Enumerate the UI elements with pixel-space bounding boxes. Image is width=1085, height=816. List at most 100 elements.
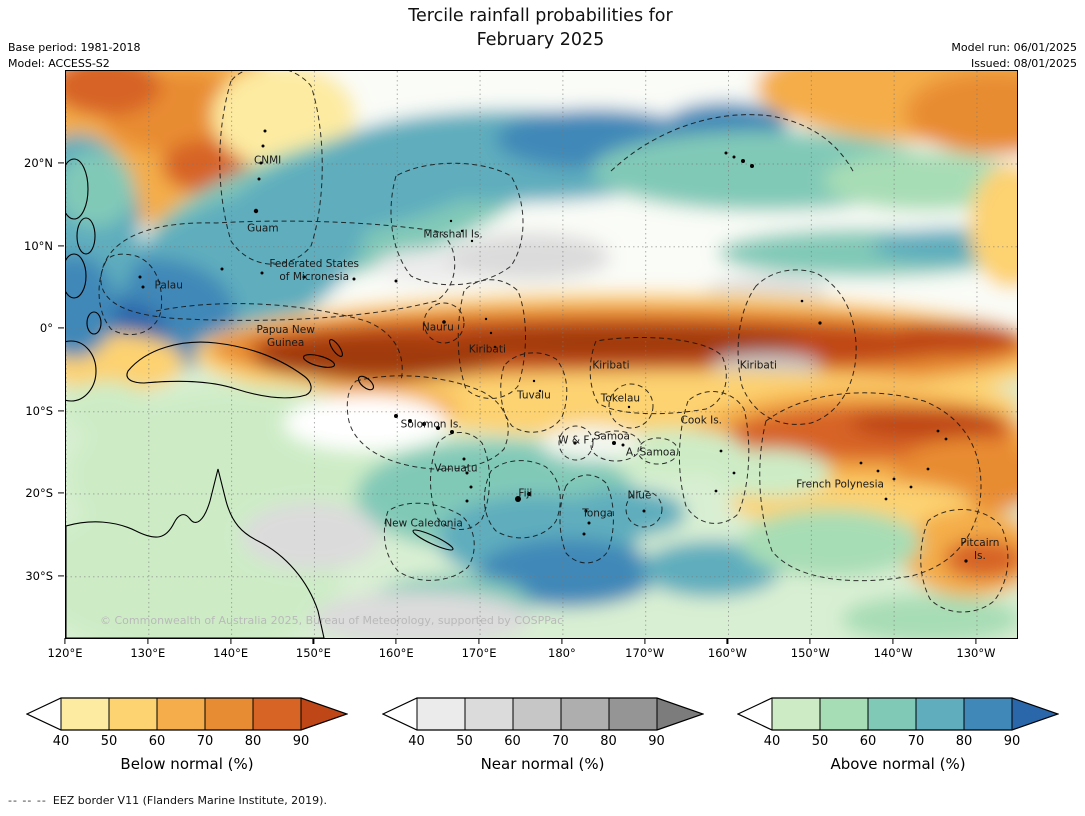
y-axis-label: 10°N — [24, 238, 53, 253]
map-place-label: Kiribati — [739, 359, 777, 372]
legend-colorbar-near — [381, 697, 704, 731]
eez-footnote: -- -- -- EEZ border V11 (Flanders Marine … — [8, 794, 327, 807]
y-axis-tick — [58, 492, 64, 494]
legend-tick-label: 90 — [1003, 734, 1021, 749]
y-axis-tick — [58, 245, 64, 247]
x-axis-label: 170°E — [461, 646, 497, 660]
x-axis-tick — [975, 638, 977, 644]
map-place-label: Federated States of Micronesia — [269, 258, 360, 284]
map-place-label: Niue — [627, 489, 652, 502]
x-axis-tick — [395, 638, 397, 644]
eez-dash-sample: -- -- -- — [8, 794, 47, 807]
coastlines — [66, 158, 454, 638]
legend-title-near: Near normal (%) — [480, 755, 605, 773]
x-axis-tick — [809, 638, 811, 644]
y-axis-label: 0° — [39, 320, 53, 335]
legend-title-above: Above normal (%) — [830, 755, 966, 773]
run-info: Model run: 06/01/2025 Issued: 08/01/2025 — [951, 40, 1077, 72]
y-axis: 20°N 10°N 0° 10°S 20°S 30°S — [0, 70, 64, 637]
y-axis-tick — [58, 575, 64, 577]
issued-text: Issued: 08/01/2025 — [970, 56, 1077, 70]
legend-tick-label: 80 — [955, 734, 973, 749]
map-place-label: Tokelau — [600, 392, 641, 405]
legend-title-below: Below normal (%) — [120, 755, 254, 773]
map-place-label: Kiribati — [468, 343, 506, 356]
map-place-label: CNMI — [253, 154, 282, 167]
model-name-text: Model: ACCESS-S2 — [8, 56, 110, 70]
y-axis-label: 20°S — [25, 485, 53, 500]
x-axis-tick — [230, 638, 232, 644]
eez-footnote-text: EEZ border V11 (Flanders Marine Institut… — [52, 794, 327, 807]
y-axis-tick — [58, 162, 64, 164]
legends-row: 40 50 60 70 80 90 Below normal (%) 40 50 60 70 80… — [0, 697, 1085, 773]
map-place-label: Palau — [154, 279, 183, 292]
eez-borders — [98, 71, 1009, 613]
legend-tick-label: 90 — [292, 734, 310, 749]
legend-tick-label: 80 — [244, 734, 262, 749]
x-axis-tick — [312, 638, 314, 644]
rainfall-probability-field — [66, 71, 1017, 638]
legend-tick-label: 70 — [552, 734, 569, 749]
map-place-label: Solomon Is. — [400, 418, 462, 431]
x-axis-label: 150°E — [295, 646, 331, 660]
islands — [138, 129, 968, 563]
legend-tick-label: 50 — [811, 734, 829, 749]
map-place-label: Guam — [247, 222, 279, 235]
legend-colorbar-above — [737, 697, 1059, 731]
x-axis-tick — [147, 638, 149, 644]
x-axis-label: 130°W — [956, 646, 996, 660]
y-axis-label: 20°N — [24, 155, 53, 170]
map-place-label: W & F — [558, 434, 590, 447]
map-place-label: Tonga — [582, 507, 613, 520]
map-place-label: Tuvalu — [517, 389, 551, 402]
x-axis-label: 120°E — [47, 646, 83, 660]
x-axis-label: 140°W — [873, 646, 913, 660]
legend-tick-label: 40 — [52, 734, 70, 749]
legend-tick-label: 70 — [196, 734, 214, 749]
legend-colorbar-below — [26, 697, 348, 731]
copyright-text: © Commonwealth of Australia 2025, Bureau… — [100, 614, 564, 627]
legend-tick-label: 70 — [907, 734, 925, 749]
map-place-label: Samoa — [593, 430, 630, 443]
x-axis: 120°E 130°E 140°E 150°E 160°E 170°E 180° 170°W 1… — [48, 638, 1016, 664]
map-place-label: Papua New Guinea — [256, 323, 315, 349]
x-axis-label: 160°W — [707, 646, 747, 660]
map-place-label: Kiribati — [592, 359, 630, 372]
map-place-label: Marshall Is. — [423, 228, 483, 241]
map-place-label: Vanuatu — [434, 462, 478, 475]
x-axis-tick — [478, 638, 480, 644]
legend-below-normal: 40 50 60 70 80 90 Below normal (%) — [26, 697, 348, 773]
model-info: Base period: 1981-2018 Model: ACCESS-S2 — [8, 40, 140, 72]
legend-tick-label: 60 — [859, 734, 877, 749]
x-axis-tick — [64, 638, 66, 644]
legend-tick-label: 40 — [408, 734, 425, 749]
legend-near-normal: 40 50 60 70 80 90 Near normal (%) — [381, 697, 704, 773]
x-axis-label: 180° — [548, 646, 576, 660]
map-place-label: Pitcairn Is. — [960, 536, 1000, 563]
legend-above-normal: 40 50 60 70 80 90 Above normal (%) — [737, 697, 1059, 773]
map-place-label: Fiji — [518, 487, 533, 500]
legend-tick-label: 90 — [648, 734, 665, 749]
legend-tick-label: 60 — [148, 734, 166, 749]
x-axis-label: 130°E — [130, 646, 166, 660]
base-period-text: Base period: 1981-2018 — [8, 41, 141, 54]
legend-tick-label: 50 — [456, 734, 473, 749]
legend-ticks-above: 40 50 60 70 80 90 — [737, 734, 1059, 751]
x-axis-label: 160°E — [378, 646, 414, 660]
legend-ticks-below: 40 50 60 70 80 90 — [26, 734, 348, 751]
figure-title: Tercile rainfall probabilities for Febru… — [408, 6, 673, 50]
x-axis-label: 170°W — [625, 646, 665, 660]
x-axis-label: 150°W — [790, 646, 830, 660]
y-axis-label: 30°S — [25, 568, 53, 583]
map-place-label: Cook Is. — [680, 414, 723, 427]
map-place-label: French Polynesia — [796, 478, 884, 491]
map-place-label: Nauru — [421, 321, 454, 334]
map-labels: CNMI Guam Marshall Is. Federated States of … — [66, 71, 1017, 638]
x-axis-tick — [726, 638, 729, 644]
map-plot-area: CNMI Guam Marshall Is. Federated States of … — [65, 70, 1018, 639]
legend-tick-label: 40 — [763, 734, 781, 749]
legend-ticks-near: 40 50 60 70 80 90 — [382, 734, 704, 751]
model-run-text: Model run: 06/01/2025 — [951, 41, 1077, 54]
y-axis-tick — [58, 327, 64, 329]
